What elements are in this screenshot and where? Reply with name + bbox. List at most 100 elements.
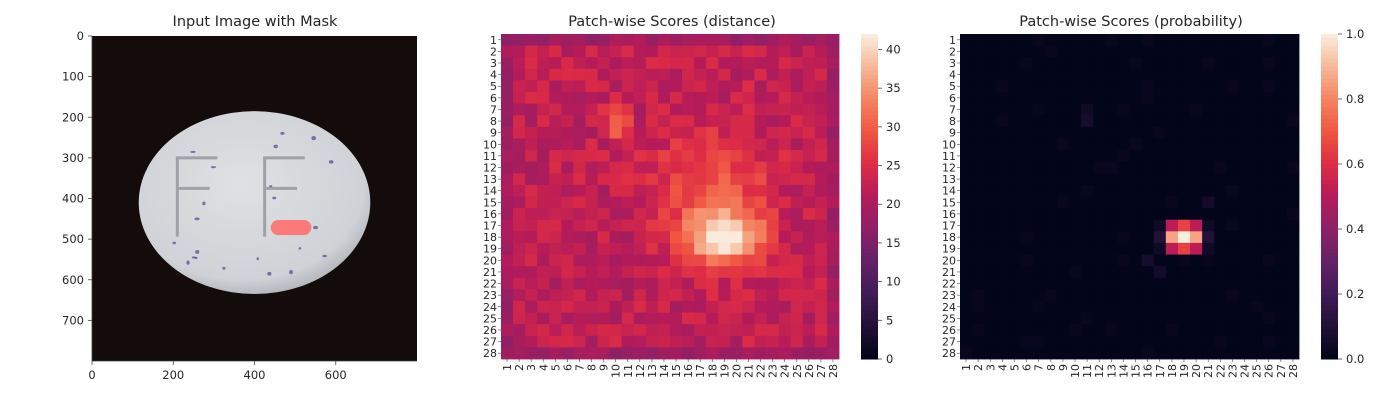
distance-cell [609,173,623,186]
probability-cell [1081,254,1094,267]
probability-colorbar-segment [1321,66,1338,72]
probability-cell [1056,115,1070,128]
probability-col-tick-label: 23 [1226,364,1239,378]
probability-cell [1286,161,1300,174]
probability-cell [1129,45,1143,58]
probability-cell [972,277,985,290]
probability-cell [1190,335,1203,348]
distance-heatmap-title: Patch-wise Scores (distance) [568,14,776,30]
probability-cell [996,347,1009,360]
distance-cell [645,173,659,186]
distance-cell [561,80,574,93]
distance-cell [754,45,767,58]
distance-cell [754,266,767,279]
distance-cell [814,80,828,93]
probability-cell [1286,115,1300,128]
distance-cell [730,231,743,244]
distance-cell [742,231,755,244]
distance-cell [814,208,828,221]
distance-cell [549,34,562,47]
probability-cell [1129,312,1143,325]
probability-colorbar-segment [1321,342,1338,348]
distance-cell [525,68,538,81]
probability-cell [1250,161,1264,174]
distance-cell [513,126,526,139]
distance-cell [501,335,514,348]
probability-cell [1250,92,1264,105]
distance-cell [549,324,562,337]
distance-cell [609,242,623,255]
probability-cell [1129,231,1143,244]
probability-cell [996,173,1009,186]
probability-cell [1226,208,1239,221]
probability-cell [1008,103,1021,116]
probability-cell [972,45,985,58]
probability-cell [1117,312,1130,325]
probability-cell [1262,347,1276,360]
distance-cell [621,150,635,163]
probability-cell [1238,34,1251,47]
distance-col-tick-label: 25 [791,364,804,378]
distance-cell [525,138,538,151]
distance-cell [790,242,804,255]
probability-cell [1190,103,1203,116]
distance-cell [670,173,683,186]
distance-cell [633,242,647,255]
image-x-tick-label: 200 [162,368,184,382]
distance-cell [694,219,707,232]
distance-cell [561,277,574,290]
distance-cell [766,161,780,174]
probability-cell [1081,231,1094,244]
distance-cell [501,57,514,70]
distance-cell [718,242,731,255]
distance-cell [573,92,586,105]
probability-colorbar-segment [1321,131,1338,137]
distance-cell [573,161,586,174]
probability-cell [1020,231,1034,244]
probability-col-tick-label: 22 [1214,364,1227,378]
probability-cell [1105,324,1118,337]
distance-cell [730,161,743,174]
probability-cell [1274,300,1288,313]
distance-colorbar-segment [861,82,878,88]
probability-cell [1141,219,1155,232]
distance-cell [621,103,635,116]
probability-colorbar-tick-label: 0.6 [1346,157,1364,171]
distance-cell [754,138,767,151]
probability-cell [1214,300,1227,313]
probability-cell [972,312,985,325]
distance-cell [633,80,647,93]
distance-cell [730,254,743,267]
distance-cell [597,57,611,70]
probability-cell [1008,277,1021,290]
image-y-tick-label: 600 [62,273,84,287]
probability-cell [1165,150,1179,163]
distance-cell [537,254,550,267]
distance-cell [633,208,647,221]
probability-cell [1117,277,1130,290]
probability-cell [1226,138,1239,151]
probability-cell [1141,231,1155,244]
probability-cell [1190,208,1203,221]
distance-row-tick-label: 1 [490,34,497,47]
distance-cell [718,208,731,221]
distance-cell [501,34,514,47]
probability-colorbar-segment [1321,249,1338,254]
distance-cell [778,289,792,302]
distance-colorbar-segment [861,159,878,165]
distance-cell [802,300,816,313]
probability-cell [1274,161,1288,174]
probability-cell [1250,208,1264,221]
distance-cell [657,34,671,47]
probability-colorbar-segment [1321,294,1338,299]
probability-cell [1105,80,1118,93]
distance-colorbar-segment [861,151,878,157]
distance-row-tick-label: 16 [483,208,497,221]
distance-cell [585,34,598,47]
probability-cell [1093,254,1106,267]
probability-cell [1044,231,1058,244]
probability-cell [1274,335,1288,348]
distance-cell [549,208,562,221]
probability-row-tick-label: 8 [949,115,956,128]
probability-cell [960,277,973,290]
